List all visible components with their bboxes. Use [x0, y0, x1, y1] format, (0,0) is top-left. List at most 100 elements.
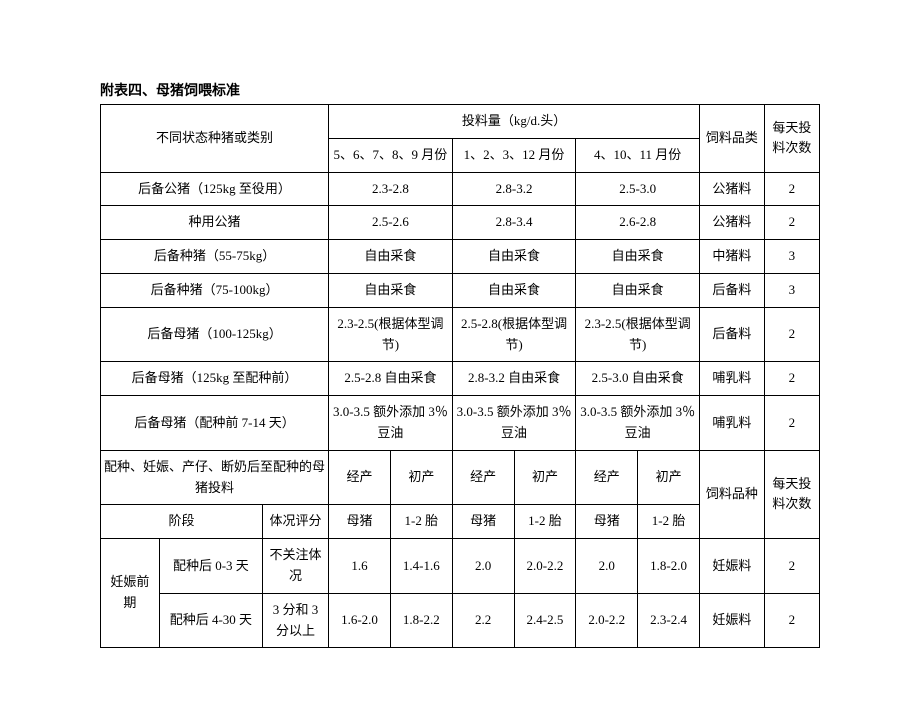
cell-times: 2	[764, 593, 819, 648]
cell-category: 后备公猪（125kg 至役用）	[101, 172, 329, 206]
table-row: 后备种猪（55-75kg） 自由采食 自由采食 自由采食 中猪料 3	[101, 240, 820, 274]
cell-value: 1.6	[329, 539, 391, 594]
cell-value: 2.8-3.2 自由采食	[452, 362, 576, 396]
sub-header-stage: 阶段	[101, 505, 263, 539]
table-row: 后备母猪（配种前 7-14 天） 3.0-3.5 额外添加 3％豆油 3.0-3…	[101, 396, 820, 451]
table-row: 后备种猪（75-100kg） 自由采食 自由采食 自由采食 后备料 3	[101, 273, 820, 307]
cell-value: 自由采食	[329, 273, 453, 307]
sub-header-jing2: 母猪	[576, 505, 638, 539]
cell-feed: 妊娠料	[699, 593, 764, 648]
sub-header-jing2: 母猪	[329, 505, 391, 539]
cell-value: 2.5-2.8 自由采食	[329, 362, 453, 396]
cell-stage: 配种后 4-30 天	[159, 593, 262, 648]
cell-stage: 配种后 0-3 天	[159, 539, 262, 594]
cell-feed: 哺乳料	[699, 362, 764, 396]
table-row: 配种后 4-30 天 3 分和 3 分以上 1.6-2.0 1.8-2.2 2.…	[101, 593, 820, 648]
cell-value: 自由采食	[576, 240, 700, 274]
cell-category: 后备母猪（配种前 7-14 天）	[101, 396, 329, 451]
cell-feed: 妊娠料	[699, 539, 764, 594]
table-row: 后备母猪（125kg 至配种前） 2.5-2.8 自由采食 2.8-3.2 自由…	[101, 362, 820, 396]
sub-header-category: 配种、妊娠、产仔、断奶后至配种的母猪投料	[101, 450, 329, 505]
table-row: 妊娠前期 配种后 0-3 天 不关注体况 1.6 1.4-1.6 2.0 2.0…	[101, 539, 820, 594]
cell-value: 2.2	[452, 593, 514, 648]
cell-value: 2.3-2.5(根据体型调节)	[576, 307, 700, 362]
sub-header-chu2: 1-2 胎	[638, 505, 700, 539]
cell-value: 2.8-3.4	[452, 206, 576, 240]
cell-value: 2.0	[576, 539, 638, 594]
table-row: 后备母猪（100-125kg） 2.3-2.5(根据体型调节) 2.5-2.8(…	[101, 307, 820, 362]
cell-value: 3.0-3.5 额外添加 3％豆油	[452, 396, 576, 451]
cell-value: 2.5-3.0	[576, 172, 700, 206]
cell-times: 2	[764, 206, 819, 240]
header-feed-type: 饲料品类	[699, 105, 764, 173]
cell-category: 后备种猪（75-100kg）	[101, 273, 329, 307]
header-months-c: 4、10、11 月份	[576, 138, 700, 172]
sub-header-chu2: 1-2 胎	[514, 505, 576, 539]
cell-value: 自由采食	[452, 273, 576, 307]
cell-value: 1.8-2.2	[390, 593, 452, 648]
cell-times: 2	[764, 539, 819, 594]
cell-value: 2.0-2.2	[514, 539, 576, 594]
cell-value: 2.3-2.5(根据体型调节)	[329, 307, 453, 362]
cell-value: 2.5-3.0 自由采食	[576, 362, 700, 396]
cell-group: 妊娠前期	[101, 539, 160, 648]
cell-value: 2.0-2.2	[576, 593, 638, 648]
sub-header-chu: 初产	[390, 450, 452, 505]
cell-times: 2	[764, 172, 819, 206]
cell-category: 种用公猪	[101, 206, 329, 240]
cell-value: 2.0	[452, 539, 514, 594]
cell-value: 2.5-2.8(根据体型调节)	[452, 307, 576, 362]
header-months-a: 5、6、7、8、9 月份	[329, 138, 453, 172]
cell-value: 3.0-3.5 额外添加 3％豆油	[576, 396, 700, 451]
table-row: 后备公猪（125kg 至役用） 2.3-2.8 2.8-3.2 2.5-3.0 …	[101, 172, 820, 206]
cell-category: 后备种猪（55-75kg）	[101, 240, 329, 274]
cell-value: 2.3-2.8	[329, 172, 453, 206]
cell-value: 2.4-2.5	[514, 593, 576, 648]
cell-feed: 中猪料	[699, 240, 764, 274]
cell-value: 自由采食	[576, 273, 700, 307]
header-category: 不同状态种猪或类别	[101, 105, 329, 173]
cell-value: 自由采食	[452, 240, 576, 274]
sub-header-bcs: 体况评分	[262, 505, 328, 539]
sub-header-jing2: 母猪	[452, 505, 514, 539]
feeding-standard-table: 不同状态种猪或类别 投料量（kg/d.头） 饲料品类 每天投料次数 5、6、7、…	[100, 104, 820, 648]
cell-bcs: 3 分和 3 分以上	[262, 593, 328, 648]
cell-feed: 后备料	[699, 273, 764, 307]
sub-header-chu2: 1-2 胎	[390, 505, 452, 539]
header-months-b: 1、2、3、12 月份	[452, 138, 576, 172]
cell-category: 后备母猪（125kg 至配种前）	[101, 362, 329, 396]
header-times: 每天投料次数	[764, 105, 819, 173]
cell-times: 3	[764, 273, 819, 307]
cell-value: 1.4-1.6	[390, 539, 452, 594]
sub-header-jing: 经产	[452, 450, 514, 505]
cell-feed: 公猪料	[699, 172, 764, 206]
cell-times: 2	[764, 362, 819, 396]
sub-header-chu: 初产	[638, 450, 700, 505]
cell-value: 2.3-2.4	[638, 593, 700, 648]
table-title: 附表四、母猪饲喂标准	[100, 80, 820, 100]
cell-value: 2.6-2.8	[576, 206, 700, 240]
cell-category: 后备母猪（100-125kg）	[101, 307, 329, 362]
cell-value: 自由采食	[329, 240, 453, 274]
cell-feed: 哺乳料	[699, 396, 764, 451]
cell-times: 2	[764, 307, 819, 362]
sub-header-feed: 饲料品种	[699, 450, 764, 538]
cell-feed: 后备料	[699, 307, 764, 362]
cell-value: 1.6-2.0	[329, 593, 391, 648]
header-feed-amount: 投料量（kg/d.头）	[329, 105, 700, 139]
cell-times: 3	[764, 240, 819, 274]
sub-header-chu: 初产	[514, 450, 576, 505]
cell-times: 2	[764, 396, 819, 451]
table-row: 种用公猪 2.5-2.6 2.8-3.4 2.6-2.8 公猪料 2	[101, 206, 820, 240]
cell-value: 1.8-2.0	[638, 539, 700, 594]
sub-header-jing: 经产	[329, 450, 391, 505]
sub-header-row-1: 配种、妊娠、产仔、断奶后至配种的母猪投料 经产 初产 经产 初产 经产 初产 饲…	[101, 450, 820, 505]
cell-value: 2.5-2.6	[329, 206, 453, 240]
cell-value: 2.8-3.2	[452, 172, 576, 206]
cell-value: 3.0-3.5 额外添加 3％豆油	[329, 396, 453, 451]
sub-header-times: 每天投料次数	[764, 450, 819, 538]
cell-bcs: 不关注体况	[262, 539, 328, 594]
cell-feed: 公猪料	[699, 206, 764, 240]
sub-header-jing: 经产	[576, 450, 638, 505]
header-row-1: 不同状态种猪或类别 投料量（kg/d.头） 饲料品类 每天投料次数	[101, 105, 820, 139]
